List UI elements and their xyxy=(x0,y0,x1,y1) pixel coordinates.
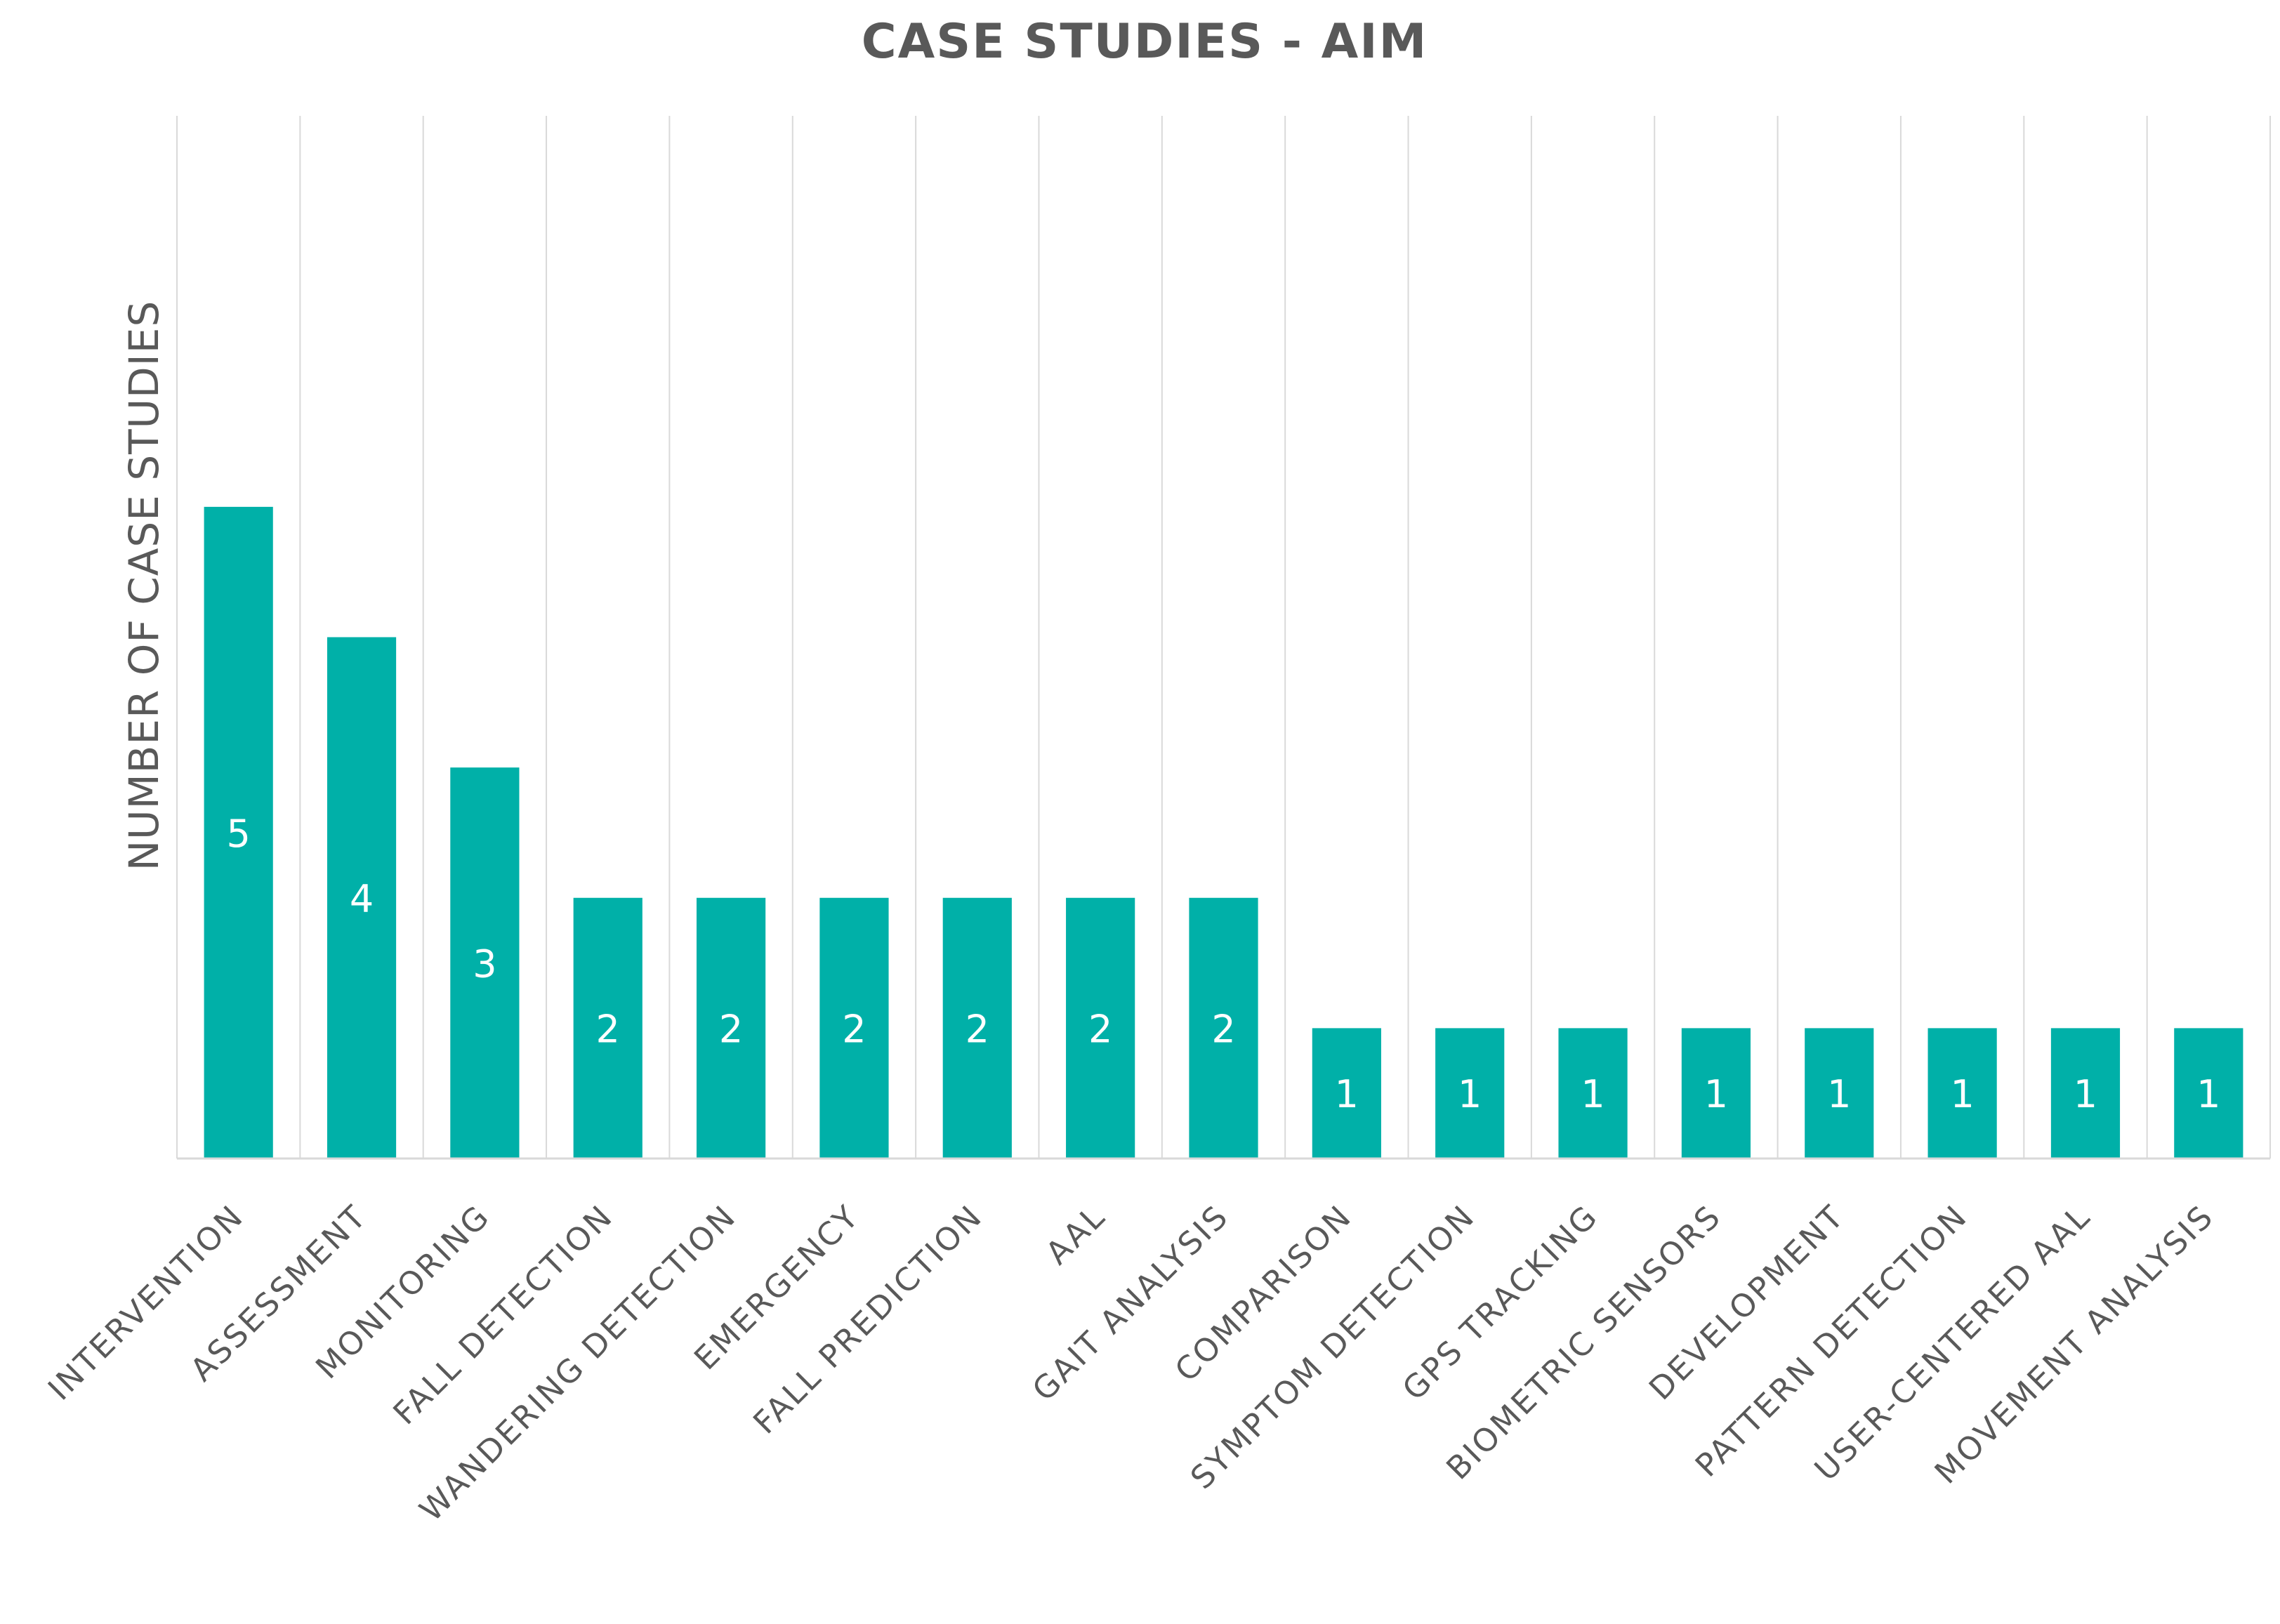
bar-comparison xyxy=(1312,1028,1381,1158)
bar-symptom-detection xyxy=(1435,1028,1505,1158)
data-label: 1 xyxy=(1335,1072,1359,1116)
bar-development xyxy=(1805,1028,1874,1158)
bar-pattern-detection xyxy=(1928,1028,1997,1158)
data-label: 1 xyxy=(1950,1072,1974,1116)
bar-monitoring xyxy=(450,767,520,1158)
x-tick-label: FALL DETECTION xyxy=(386,1197,621,1432)
bar-intervention xyxy=(204,506,273,1158)
chart-title: CASE STUDIES - AIM xyxy=(862,14,1428,70)
x-tick-label: FALL PREDICTION xyxy=(746,1197,989,1441)
data-label: 2 xyxy=(1211,1007,1235,1051)
bar-gps-tracking xyxy=(1558,1028,1628,1158)
bar-fall-detection xyxy=(573,897,643,1158)
bars xyxy=(204,506,2243,1158)
data-label: 1 xyxy=(2074,1072,2097,1116)
data-label: 1 xyxy=(1458,1072,1482,1116)
data-labels: 5 4 3 2 2 2 2 2 2 1 1 1 1 1 1 1 1 xyxy=(226,812,2220,1116)
bar-emergency xyxy=(819,897,889,1158)
data-label: 1 xyxy=(1581,1072,1604,1116)
data-label: 3 xyxy=(473,942,496,986)
x-tick-label: AAL xyxy=(1039,1197,1113,1272)
bar-movement-analysis xyxy=(2174,1028,2243,1158)
bar-wandering-detection xyxy=(696,897,766,1158)
gridlines xyxy=(176,116,2271,1158)
bar-fall-prediction xyxy=(942,897,1012,1158)
y-axis-label: NUMBER OF CASE STUDIES xyxy=(120,301,168,871)
data-label: 1 xyxy=(2196,1072,2220,1116)
bar-aal xyxy=(1066,897,1135,1158)
data-label: 4 xyxy=(350,877,374,921)
bar-biometric-sensors xyxy=(1681,1028,1751,1158)
data-label: 2 xyxy=(1088,1007,1112,1051)
data-label: 1 xyxy=(1827,1072,1851,1116)
data-label: 5 xyxy=(226,812,250,856)
data-label: 2 xyxy=(842,1007,866,1051)
data-label: 1 xyxy=(1704,1072,1728,1116)
data-label: 2 xyxy=(596,1007,620,1051)
bar-user-centered-aal xyxy=(2050,1028,2121,1158)
data-label: 2 xyxy=(966,1007,989,1051)
data-label: 2 xyxy=(719,1007,743,1051)
bar-gait-analysis xyxy=(1189,897,1258,1158)
bar-assessment xyxy=(327,637,397,1158)
